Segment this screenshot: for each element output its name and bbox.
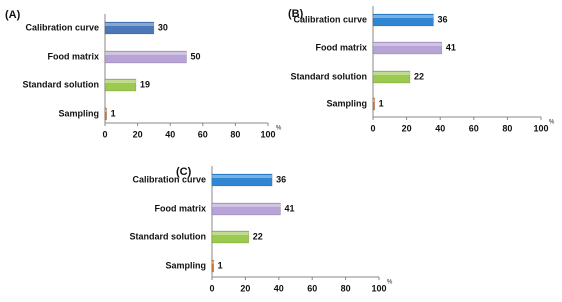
bar-highlight [373,43,442,46]
bar [372,70,411,84]
x-tick-label: 40 [435,123,445,133]
bar [211,202,281,216]
x-tick-label: 100 [371,283,386,293]
panel-label: (C) [176,166,192,178]
category-label: Food matrix [315,42,367,52]
x-tick-label: 100 [260,129,275,139]
x-unit: % [387,280,393,286]
x-tick-label: 80 [230,129,240,139]
category-label: Food matrix [47,51,99,61]
bar [104,78,137,92]
bar [211,230,249,244]
value-label: 36 [437,14,447,24]
bar-highlight [105,23,154,26]
x-unit: % [549,120,555,126]
panel-label: (B) [288,8,304,20]
bar-highlight [212,204,281,207]
value-label: 36 [276,174,286,184]
value-label: 22 [253,231,263,241]
bar [372,97,375,111]
panel-label: (A) [5,9,21,21]
x-tick-label: 20 [240,283,250,293]
value-label: 41 [446,42,456,52]
bar-highlight [212,175,273,178]
bar [104,107,107,121]
category-label: Sampling [326,98,367,108]
value-label: 22 [414,71,424,81]
bar-highlight [105,52,187,55]
category-label: Sampling [58,108,99,118]
x-tick-label: 60 [198,129,208,139]
x-tick-label: 60 [307,283,317,293]
x-unit: % [276,126,282,132]
x-tick-label: 40 [274,283,284,293]
bar-highlight [373,99,375,102]
bar-highlight [373,15,434,18]
x-tick-label: 0 [209,283,214,293]
x-tick-label: 60 [469,123,479,133]
x-tick-label: 80 [502,123,512,133]
bar [104,50,187,64]
x-tick-label: 0 [102,129,107,139]
category-label: Calibration curve [25,22,99,32]
x-tick-label: 80 [341,283,351,293]
x-tick-label: 40 [165,129,175,139]
value-label: 50 [191,51,201,61]
bar-highlight [212,261,214,264]
bar-highlight [105,109,107,112]
category-label: Calibration curve [132,174,206,184]
value-label: 30 [158,22,168,32]
x-tick-label: 20 [402,123,412,133]
category-label: Standard solution [130,231,207,241]
category-label: Standard solution [291,71,368,81]
category-label: Standard solution [23,79,100,89]
x-tick-label: 100 [533,123,548,133]
value-label: 1 [218,260,223,270]
bar-highlight [212,232,249,235]
category-label: Food matrix [154,203,206,213]
value-label: 19 [140,79,150,89]
x-tick-label: 0 [370,123,375,133]
x-tick-label: 20 [133,129,143,139]
bar-highlight [373,72,410,75]
value-label: 41 [284,203,294,213]
category-label: Sampling [165,260,206,270]
value-label: 1 [379,98,384,108]
bar [211,259,214,273]
bar-highlight [105,80,136,83]
category-label: Calibration curve [293,14,367,24]
bar [104,21,155,35]
bar [211,173,273,187]
value-label: 1 [111,108,116,118]
bar [372,13,434,27]
bar [372,41,443,55]
